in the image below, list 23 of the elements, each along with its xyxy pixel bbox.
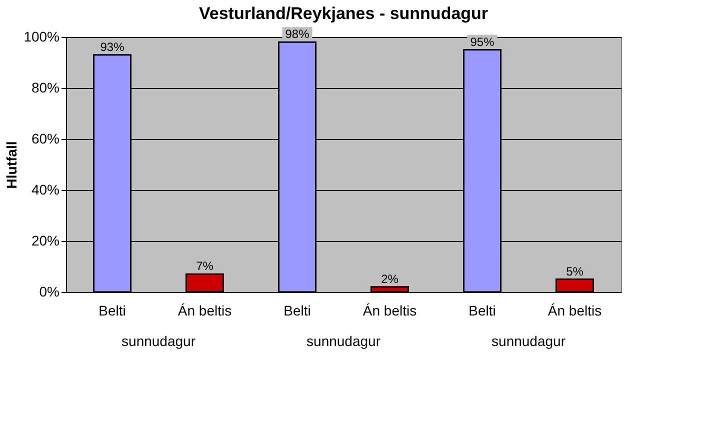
x-tick-label: Belti	[98, 302, 126, 318]
y-axis-title: Hlutfall	[4, 141, 20, 189]
x-tick-label: Án beltis	[548, 302, 602, 318]
data-label: 2%	[381, 272, 399, 286]
y-tick-label: 20%	[31, 232, 60, 248]
data-label: 98%	[285, 27, 310, 42]
x-tick-label: Belti	[284, 302, 311, 318]
chart-title: Vesturland/Reykjanes - sunnudagur	[198, 4, 488, 24]
x-tick-label: Án beltis	[362, 302, 417, 318]
text: sunnudagur	[492, 333, 566, 349]
text: sunnudagur	[122, 333, 196, 349]
y-tick-label: 60%	[31, 130, 60, 146]
y-tick-label: 80%	[31, 80, 60, 96]
data-label: 7%	[196, 259, 214, 274]
x-tick-label: Án beltis	[178, 302, 232, 318]
y-tick-label: 100%	[24, 28, 60, 44]
text: sunnudagur	[306, 333, 381, 349]
y-tick-label: 0%	[39, 284, 60, 300]
data-label: 95%	[470, 34, 495, 49]
x-tick-label: Belti	[468, 302, 496, 318]
data-label: 5%	[566, 264, 584, 278]
y-tick-label: 40%	[31, 182, 60, 198]
data-label: 93%	[100, 40, 125, 54]
